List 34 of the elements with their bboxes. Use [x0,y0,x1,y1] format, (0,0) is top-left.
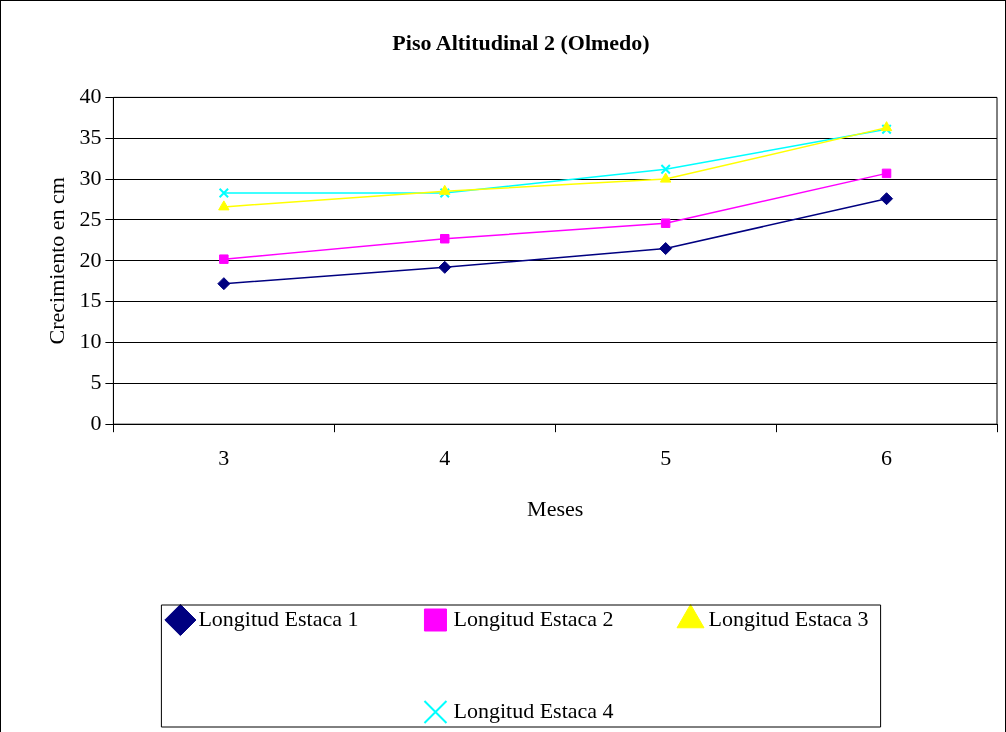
point [440,234,450,244]
y-tick-label: 10 [79,328,102,354]
y-tick-label: 25 [79,205,102,231]
point [660,164,671,175]
x-axis-title: Meses [527,495,584,521]
point [881,168,892,179]
x-tick-label: 5 [660,445,672,471]
y-tick-label: 40 [79,83,102,109]
x-tick-label: 4 [439,445,451,471]
chart-title: Piso Altitudinal 2 (Olmedo) [392,29,650,55]
point [217,277,231,291]
point [659,172,672,183]
legend-label: Longitud Estaca 2 [453,605,614,631]
y-tick-label: 0 [90,409,102,435]
point [880,192,894,206]
y-axis-title: Crecimiento en cm [43,177,69,345]
point [439,187,450,199]
point [438,260,452,274]
point [219,254,229,264]
y-tick-label: 5 [90,369,102,395]
y-tick-label: 30 [79,164,102,190]
y-tick-label: 35 [79,124,102,150]
point [660,218,671,228]
point [218,187,230,199]
y-tick-label: 15 [79,287,102,313]
point [439,184,451,195]
point [218,200,230,211]
x-tick-label: 6 [881,445,893,471]
point [659,242,673,256]
y-tick-label: 20 [79,246,102,272]
legend-label: Longitud Estaca 1 [198,605,359,631]
legend-label: Longitud Estaca 4 [453,697,614,723]
legend-label: Longitud Estaca 3 [708,605,869,631]
x-tick-label: 3 [218,445,230,471]
